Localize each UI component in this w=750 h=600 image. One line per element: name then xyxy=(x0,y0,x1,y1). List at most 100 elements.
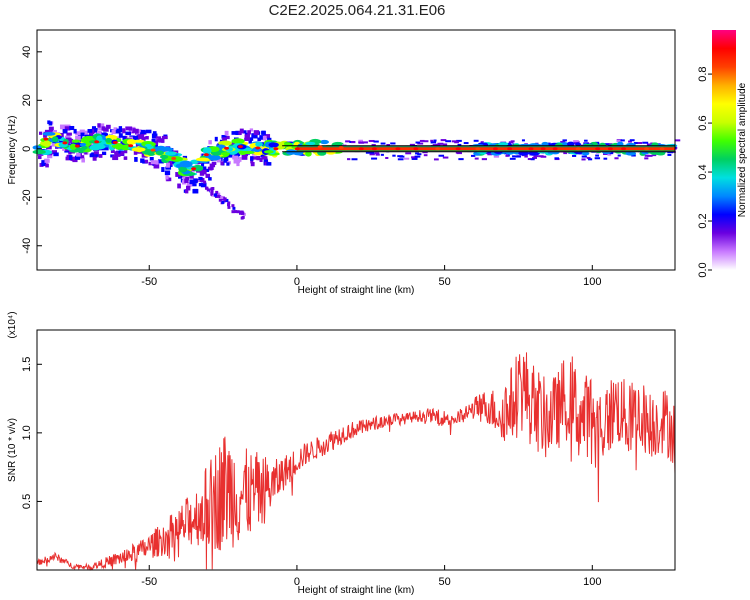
spectrum-cell xyxy=(181,180,187,185)
spectrum-cell xyxy=(51,150,58,155)
spectrum-cell xyxy=(397,158,404,161)
spectrum-cell xyxy=(140,129,146,135)
y-axis-multiplier: (x10⁴) xyxy=(7,311,18,338)
spectrum-cell xyxy=(415,152,420,155)
y-axis-title: SNR (10 * v/v) xyxy=(7,418,18,482)
spectrum-cell xyxy=(178,175,182,179)
spectrum-cell xyxy=(433,158,439,161)
spectrum-cell xyxy=(128,129,133,133)
spectrum-cell xyxy=(227,201,231,205)
x-tick-label: 100 xyxy=(583,276,601,288)
spectrum-cell xyxy=(581,158,586,161)
spectrum-peak xyxy=(255,146,261,150)
spectrum-peak xyxy=(224,146,230,150)
spectrum-cell xyxy=(607,153,612,156)
spectrum-cell xyxy=(53,152,59,157)
spectrum-cell xyxy=(75,131,81,136)
spectrum-cell xyxy=(371,144,376,147)
spectrum-cell xyxy=(362,141,368,144)
spectrum-cell xyxy=(96,130,102,136)
spectrum-cell xyxy=(231,204,235,208)
spectrum-cell xyxy=(397,155,403,158)
spectrum-cell xyxy=(101,151,107,156)
spectrum-cell xyxy=(93,151,99,155)
spectrum-cell xyxy=(442,156,449,159)
spectrum-cell xyxy=(319,139,329,145)
spectrum-cell xyxy=(45,163,49,168)
spectrum-cell xyxy=(375,153,380,156)
spectrum-cell xyxy=(253,130,260,136)
spectrum-cell xyxy=(625,151,637,156)
spectrum-peak xyxy=(150,148,156,152)
spectrum-cell xyxy=(487,151,493,154)
spectrum-cell xyxy=(200,162,205,167)
spectrum-cell xyxy=(430,141,437,144)
spectrum-cell xyxy=(584,139,588,142)
spectrum-cell xyxy=(261,130,266,135)
x-tick-label: -50 xyxy=(141,576,157,588)
spectrum-cell xyxy=(631,154,636,157)
spectrum-peak xyxy=(455,147,461,151)
spectrum-cell xyxy=(106,124,111,129)
spectrum-cell xyxy=(101,126,106,131)
spectrum-cell xyxy=(644,157,649,160)
spectrum-cell xyxy=(541,141,549,147)
spectrum-cell xyxy=(51,143,57,147)
spectrum-cell xyxy=(216,194,220,198)
spectrum-cell xyxy=(604,143,610,146)
spectrum-cell xyxy=(79,129,85,133)
spectrum-cell xyxy=(41,162,47,167)
spectrum-cell xyxy=(463,142,469,145)
spectrum-cell xyxy=(371,157,378,160)
spectrum-peak xyxy=(621,147,627,151)
spectrum-cell xyxy=(87,144,91,149)
spectrum-cell xyxy=(75,155,81,160)
spectrum-peak xyxy=(552,147,558,151)
spectrum-cell xyxy=(155,160,159,165)
spectrum-cell xyxy=(423,154,428,157)
spectrum-cell xyxy=(259,158,263,163)
spectrum-cell xyxy=(140,158,145,163)
spectrum-cell xyxy=(166,177,172,182)
spectrum-cell xyxy=(126,139,137,145)
spectrum-cell xyxy=(167,160,173,166)
spectrum-cell xyxy=(42,140,51,148)
spectrum-cell xyxy=(206,168,210,172)
spectrum-peak xyxy=(507,147,513,151)
spectrum-cell xyxy=(227,205,231,209)
spectrum-cell xyxy=(244,134,250,139)
spectrum-cell xyxy=(437,142,444,145)
spectrum-cell xyxy=(347,158,351,161)
spectrum-cell xyxy=(474,157,479,160)
spectrum-cell xyxy=(110,149,115,154)
spectrum-cell xyxy=(125,131,132,136)
spectrum-cell xyxy=(242,130,247,134)
spectrum-cell xyxy=(136,129,142,134)
spectrum-cell xyxy=(236,161,240,167)
spectrum-cell xyxy=(47,120,51,125)
spectrum-cell xyxy=(113,127,118,131)
spectrum-cell xyxy=(238,157,242,162)
spectrum-cell xyxy=(238,210,242,214)
spectrum-peak xyxy=(74,144,80,148)
spectrum-cell xyxy=(115,130,121,134)
spectrum-cell xyxy=(65,137,72,142)
spectrum-cell xyxy=(227,203,231,207)
spectrum-cell xyxy=(209,163,216,168)
spectrum-cell xyxy=(588,158,593,161)
spectrum-cell xyxy=(250,156,254,161)
plot-frame-bottom xyxy=(36,329,676,571)
spectrum-cell xyxy=(84,150,88,155)
spectrum-cell xyxy=(255,141,263,147)
spectrum-cell xyxy=(123,156,128,160)
colorbar-tick-label: 0.0 xyxy=(697,262,709,277)
spectrum-cell xyxy=(151,133,158,139)
spectrum-cell xyxy=(225,198,229,202)
spectrum-cell xyxy=(122,135,126,141)
spectrum-cell xyxy=(210,192,214,196)
spectrum-cell xyxy=(72,158,78,163)
spectrum-cell xyxy=(236,210,240,214)
spectrum-cell xyxy=(81,145,88,150)
spectrum-cell xyxy=(250,159,254,164)
